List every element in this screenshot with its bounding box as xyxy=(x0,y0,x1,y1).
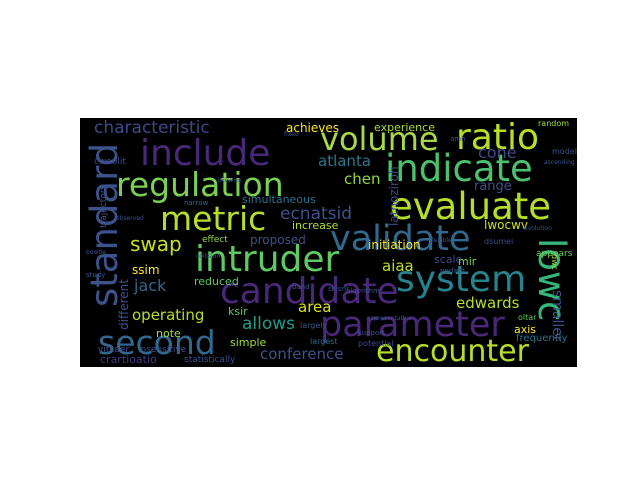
word-cloud: volume ratio include indicate regulation… xyxy=(80,118,577,367)
word-trajectory: trajectory xyxy=(99,184,109,228)
word-scale: scale xyxy=(434,253,463,266)
word-effect: effect xyxy=(202,235,228,245)
word-achieves: achieves xyxy=(286,121,340,135)
word-cone: cone xyxy=(478,143,517,162)
word-operating: operating xyxy=(132,306,205,324)
word-ascending: ascending xyxy=(544,159,575,166)
word-experience: experience xyxy=(374,121,435,134)
word-include: include xyxy=(140,133,271,174)
word-flexible: flexible xyxy=(430,237,452,244)
word-metric: metric xyxy=(160,199,267,238)
word-system: system xyxy=(396,259,527,300)
word-vitcaer: vitcaer xyxy=(98,345,130,355)
word-support: support xyxy=(358,329,385,337)
word-ecnatsid: ecnatsid xyxy=(280,204,353,224)
word-intruder: intruder xyxy=(195,239,340,280)
word-indicate: indicate xyxy=(385,147,533,190)
word-chen: chen xyxy=(344,170,381,188)
word-model: model xyxy=(552,147,577,156)
word-dwc: dwc xyxy=(550,254,559,271)
word-evaluate: evaluate xyxy=(390,185,552,228)
word-random: random xyxy=(538,119,570,128)
word-mir: mir xyxy=(458,255,477,268)
word-volume: volume xyxy=(320,120,439,158)
word-largely: largely xyxy=(300,321,328,330)
word-area: area xyxy=(298,298,332,316)
word-validate: validate xyxy=(330,219,471,259)
word-different: different xyxy=(117,279,131,330)
word-parameter: parameter xyxy=(320,305,505,345)
word-swap: swap xyxy=(130,232,182,256)
word-edwards: edwards xyxy=(456,294,520,312)
word-aiaa: aiaa xyxy=(382,257,414,275)
word-amh: amh xyxy=(450,135,466,143)
word-frequently: frequently xyxy=(516,333,568,344)
word-atlanta: atlanta xyxy=(318,152,372,170)
word-oltar: oltar xyxy=(518,313,537,322)
word-allows: allows xyxy=(242,314,296,334)
word-candidate: candidate xyxy=(220,271,399,312)
word-encounter: encounter xyxy=(376,334,529,367)
word-fixed: fixed xyxy=(284,131,299,138)
word-likewise: likewise xyxy=(218,177,242,184)
word-reduced: reduced xyxy=(194,275,239,288)
word-study: study xyxy=(86,271,106,279)
word-range: range xyxy=(474,179,512,194)
word-perfect: perfect xyxy=(440,267,465,275)
word-potential: potential xyxy=(358,339,394,348)
word-appears: appears xyxy=(536,249,573,259)
word-band: band xyxy=(292,283,310,291)
word-note: note xyxy=(156,327,181,340)
word-ksir: ksir xyxy=(228,305,248,318)
word-increase: increase xyxy=(292,219,339,232)
word-proposed: proposed xyxy=(250,233,306,247)
word-insensitive: insensitive xyxy=(138,345,187,355)
word-latnoziroh: latnoziroh xyxy=(387,166,401,226)
word-initiation: initiation xyxy=(368,238,421,252)
word-collision: collision xyxy=(196,253,221,260)
word-bowtie: bowtie xyxy=(86,249,107,256)
word-axis: axis xyxy=(514,323,537,336)
word-evolution: evolution xyxy=(524,225,552,232)
word-narrow: narrow xyxy=(184,199,209,207)
word-representative: representative xyxy=(368,315,412,322)
word-conference: conference xyxy=(260,345,344,363)
word-dsumei: dsumei xyxy=(484,237,514,246)
word-observed: observed xyxy=(116,215,144,222)
word-algorithm: algorithm xyxy=(346,287,380,295)
word-jack: jack xyxy=(134,276,167,295)
word-regulation: regulation xyxy=(116,165,284,204)
word-skisrir: skisrir xyxy=(328,285,349,293)
word-cwoolit: cwoolit xyxy=(94,157,126,167)
word-simple: simple xyxy=(230,336,267,349)
word-statistically: statistically xyxy=(184,355,236,365)
word-lwocwv: lwocwv xyxy=(484,218,529,232)
word-ratio: ratio xyxy=(456,118,540,158)
word-crartioatio: crartioatio xyxy=(100,353,157,366)
word-characteristic: characteristic xyxy=(94,118,210,138)
word-second: second xyxy=(98,323,216,362)
word-largest: largest xyxy=(310,337,338,346)
word-simultaneous: simultaneous xyxy=(242,193,316,206)
word-ssim: ssim xyxy=(132,263,160,277)
